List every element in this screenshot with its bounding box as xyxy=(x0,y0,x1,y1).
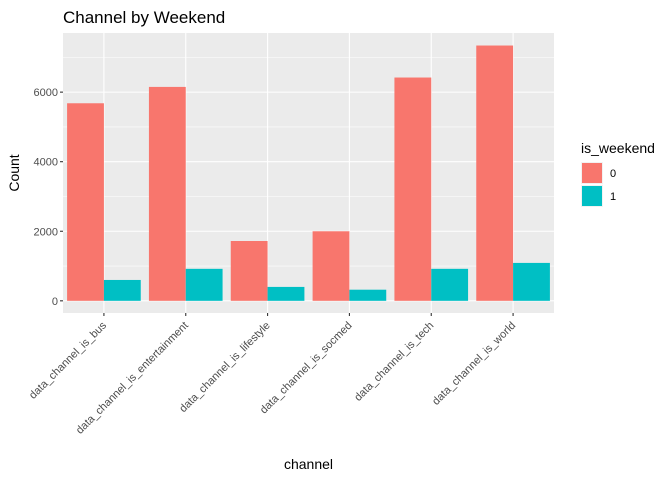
bar-data_channel_is_bus-1 xyxy=(103,279,141,301)
bar-data_channel_is_tech-0 xyxy=(394,77,432,301)
y-tick-label: 4000 xyxy=(34,157,58,169)
bar-data_channel_is_world-0 xyxy=(476,45,514,301)
bar-data_channel_is_world-1 xyxy=(513,262,550,301)
legend: is_weekend 0 1 xyxy=(581,140,655,207)
plot-panel xyxy=(63,33,554,313)
y-tick-label: 2000 xyxy=(34,226,58,238)
bar-data_channel_is_lifestyle-1 xyxy=(267,286,305,301)
legend-key-0 xyxy=(582,163,602,183)
legend-label-0: 0 xyxy=(610,168,616,180)
bar-data_channel_is_tech-1 xyxy=(431,268,469,301)
minor-gridlines xyxy=(63,57,554,267)
x-axis-title: channel xyxy=(284,456,333,472)
legend-label-1: 1 xyxy=(610,191,616,203)
chart-title: Channel by Weekend xyxy=(63,8,225,27)
legend-key-1 xyxy=(582,186,602,206)
legend-title: is_weekend xyxy=(581,140,655,156)
bar-data_channel_is_socmed-0 xyxy=(312,231,350,301)
y-tick-label: 6000 xyxy=(34,87,58,99)
bar-data_channel_is_entertainment-0 xyxy=(148,86,186,301)
y-axis: 0 2000 4000 6000 xyxy=(34,87,63,308)
y-tick-label: 0 xyxy=(52,296,58,308)
bar-data_channel_is_socmed-1 xyxy=(349,289,387,301)
bar-data_channel_is_entertainment-1 xyxy=(185,268,223,301)
bar-data_channel_is_lifestyle-0 xyxy=(230,241,268,301)
bar-data_channel_is_bus-0 xyxy=(67,103,104,301)
y-axis-title: Count xyxy=(6,154,22,191)
bars xyxy=(67,45,550,301)
